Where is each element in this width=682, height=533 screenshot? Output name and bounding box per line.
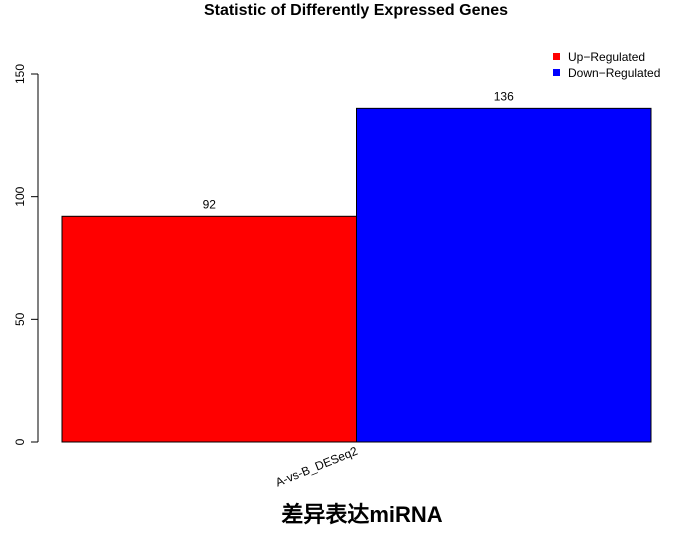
data-label: 92 — [203, 197, 217, 211]
chart-title: Statistic of Differently Expressed Genes — [204, 2, 508, 19]
legend-swatch — [553, 53, 560, 60]
x-axis-tick-labels: A-vs-B_DESeq2 — [273, 444, 360, 490]
y-axis-tick-label: 0 — [13, 438, 27, 445]
data-labels: 92 136 — [203, 89, 515, 211]
y-axis-tick-label: 150 — [13, 64, 27, 84]
y-axis: 0 50 100 150 — [13, 64, 39, 445]
bars — [61, 107, 652, 443]
bar-up-regulated — [61, 215, 357, 443]
bar-down-regulated — [356, 107, 652, 443]
y-axis-tick-label: 50 — [13, 312, 27, 326]
y-axis-tick-label: 100 — [13, 186, 27, 206]
legend-swatch — [553, 69, 560, 76]
legend: Up−Regulated Down−Regulated — [553, 50, 660, 80]
legend-label: Up−Regulated — [568, 50, 645, 64]
data-label: 136 — [494, 89, 514, 103]
x-axis-tick-label: A-vs-B_DESeq2 — [273, 444, 360, 490]
legend-label: Down−Regulated — [568, 66, 660, 80]
x-axis-label: 差异表达miRNA — [281, 502, 442, 527]
